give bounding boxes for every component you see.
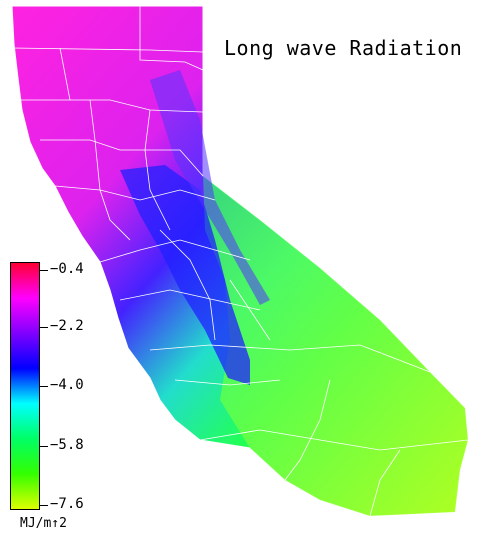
tick-label: −5.8 [50,437,84,453]
county-boundaries [11,6,469,517]
southern-region [203,176,468,516]
tick-mark [40,270,48,271]
tick-label: −2.2 [50,318,84,334]
tick-mark [40,505,48,506]
tick-mark [40,327,48,328]
tick-mark [40,446,48,447]
central-valley-band [120,165,250,385]
sierra-band [150,70,270,305]
legend-units: MJ/m↑2 [20,516,67,531]
map-title: Long wave Radiation [224,36,463,60]
tick-label: −7.6 [50,496,84,512]
legend-colorbar [10,262,40,510]
tick-mark [40,386,48,387]
tick-label: −0.4 [50,261,84,277]
tick-label: −4.0 [50,377,84,393]
